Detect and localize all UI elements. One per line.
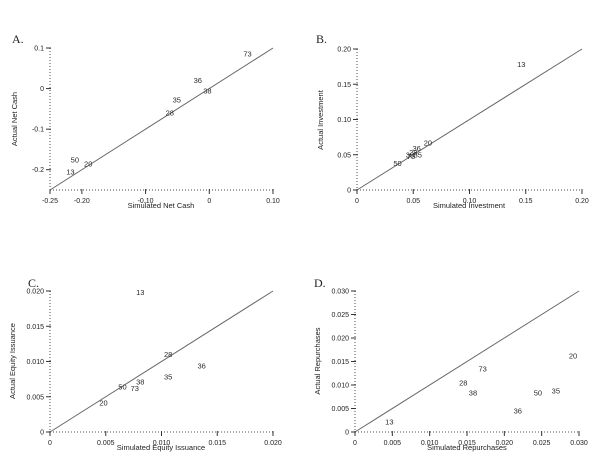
panel-letter-c: C. — [28, 276, 39, 290]
y-tick-label: 0.015 — [26, 324, 44, 331]
panel-letter-a: A. — [12, 32, 24, 46]
x-tick-label: 0.020 — [496, 440, 514, 447]
x-tick-label: -0.10 — [138, 198, 154, 205]
x-tick-label: 0 — [48, 440, 52, 447]
point-label-73: 73 — [243, 50, 251, 59]
y-tick-label: 0 — [347, 188, 351, 195]
x-tick-label: 0 — [353, 440, 357, 447]
x-tick-label: 0.010 — [421, 440, 439, 447]
y-tick-label: 0.015 — [331, 359, 349, 366]
y-tick-label: 0.20 — [337, 47, 351, 54]
point-label-20: 20 — [569, 351, 577, 360]
point-label-20: 20 — [99, 399, 107, 408]
point-label-35: 35 — [414, 150, 422, 159]
point-label-35: 35 — [173, 96, 181, 105]
y-tick-label: 0.005 — [331, 406, 349, 413]
x-tick-label: -0.25 — [42, 198, 58, 205]
x-tick-label: 0.025 — [533, 440, 551, 447]
x-axis-title: Simulated Equity Issuance — [117, 443, 205, 452]
point-label-36: 36 — [514, 406, 522, 415]
point-label-36: 36 — [197, 361, 205, 370]
y-tick-label: 0 — [40, 86, 44, 93]
x-tick-label: 0 — [355, 198, 359, 205]
y-tick-label: 0.10 — [337, 117, 351, 124]
x-axis-title: Simulated Repurchases — [427, 443, 507, 452]
y-axis-title: Actual Repurchases — [313, 327, 322, 394]
point-label-73: 73 — [479, 365, 487, 374]
identity-line — [356, 48, 583, 191]
x-axis-title: Simulated Investment — [433, 201, 506, 210]
y-axis-title: Actual Investment — [316, 89, 325, 150]
y-tick-label: 0.025 — [331, 312, 349, 319]
x-tick-label: 0 — [207, 198, 211, 205]
point-label-28: 28 — [459, 379, 467, 388]
point-label-28: 28 — [166, 109, 174, 118]
y-tick-label: 0.010 — [26, 359, 44, 366]
panel-b: B. 0 0.05 0.10 0.15 0.20 0.20 0.15 0.10 0.05 0 13 20… — [316, 32, 589, 210]
point-label-13: 13 — [517, 60, 525, 69]
point-label-38: 38 — [406, 150, 414, 159]
point-label-73: 73 — [131, 384, 139, 393]
point-label-13: 13 — [66, 168, 74, 177]
point-label-50: 50 — [393, 159, 401, 168]
point-label-35: 35 — [164, 373, 172, 382]
y-tick-label: 0 — [345, 430, 349, 437]
panel-c: C. 0 0.005 0.010 0.015 0.020 0.020 0.015 0.010 0.… — [8, 276, 282, 452]
x-tick-label: 0.005 — [97, 440, 115, 447]
y-tick-label: 0 — [40, 430, 44, 437]
point-label-73: 73 — [407, 152, 415, 161]
point-label-28: 28 — [164, 350, 172, 359]
x-tick-label: 0.20 — [575, 198, 589, 205]
y-tick-label: -0.2 — [32, 167, 44, 174]
point-label-13: 13 — [385, 417, 393, 426]
identity-line — [49, 47, 274, 191]
point-label-50: 50 — [71, 156, 79, 165]
x-tick-label: 0.030 — [570, 440, 588, 447]
point-label-38: 38 — [203, 87, 211, 96]
point-label-50: 50 — [118, 382, 126, 391]
y-axis-title: Actual Equity Issuance — [8, 323, 17, 399]
x-tick-label: 0.010 — [153, 440, 171, 447]
x-tick-label: 0.10 — [463, 198, 477, 205]
x-tick-label: 0.15 — [519, 198, 533, 205]
point-label-28: 28 — [409, 148, 417, 157]
x-tick-label: 0.020 — [264, 440, 282, 447]
y-tick-label: 0.010 — [331, 383, 349, 390]
x-tick-label: 0.005 — [384, 440, 402, 447]
y-tick-label: 0.15 — [337, 82, 351, 89]
x-tick-label: 0.015 — [458, 440, 476, 447]
point-label-20: 20 — [424, 138, 432, 147]
x-tick-label: 0.015 — [208, 440, 226, 447]
point-label-20: 20 — [84, 160, 92, 169]
point-label-36: 36 — [412, 144, 420, 153]
y-tick-label: 0.005 — [26, 394, 44, 401]
panel-d: D. 0 0.005 0.010 0.015 0.020 0.025 0.030 0.030 0.… — [313, 276, 588, 452]
point-label-36: 36 — [194, 76, 202, 85]
y-tick-label: 0.1 — [34, 46, 44, 53]
point-label-13: 13 — [136, 288, 144, 297]
point-label-38: 38 — [469, 389, 477, 398]
identity-line — [354, 290, 580, 433]
x-tick-label: 0.05 — [406, 198, 420, 205]
y-axis-title: Actual Net Cash — [10, 92, 19, 146]
y-tick-label: 0.05 — [337, 152, 351, 159]
y-tick-label: -0.1 — [32, 127, 44, 134]
point-label-35: 35 — [552, 387, 560, 396]
y-tick-label: 0.020 — [331, 336, 349, 343]
identity-line — [49, 290, 274, 433]
panel-letter-d: D. — [314, 276, 326, 290]
point-label-50: 50 — [534, 389, 542, 398]
x-tick-label: 0.10 — [266, 198, 280, 205]
y-tick-label: 0.030 — [331, 289, 349, 296]
panel-a: A.-0.25 -0.20 -0.10 0 0.100.10-0.1-0.2733638… — [10, 32, 280, 210]
panel-letter-b: B. — [316, 32, 327, 46]
x-axis-title: Simulated Net Cash — [128, 201, 195, 210]
x-tick-label: -0.20 — [74, 198, 90, 205]
y-tick-label: 0.020 — [26, 289, 44, 296]
point-label-38: 38 — [136, 378, 144, 387]
